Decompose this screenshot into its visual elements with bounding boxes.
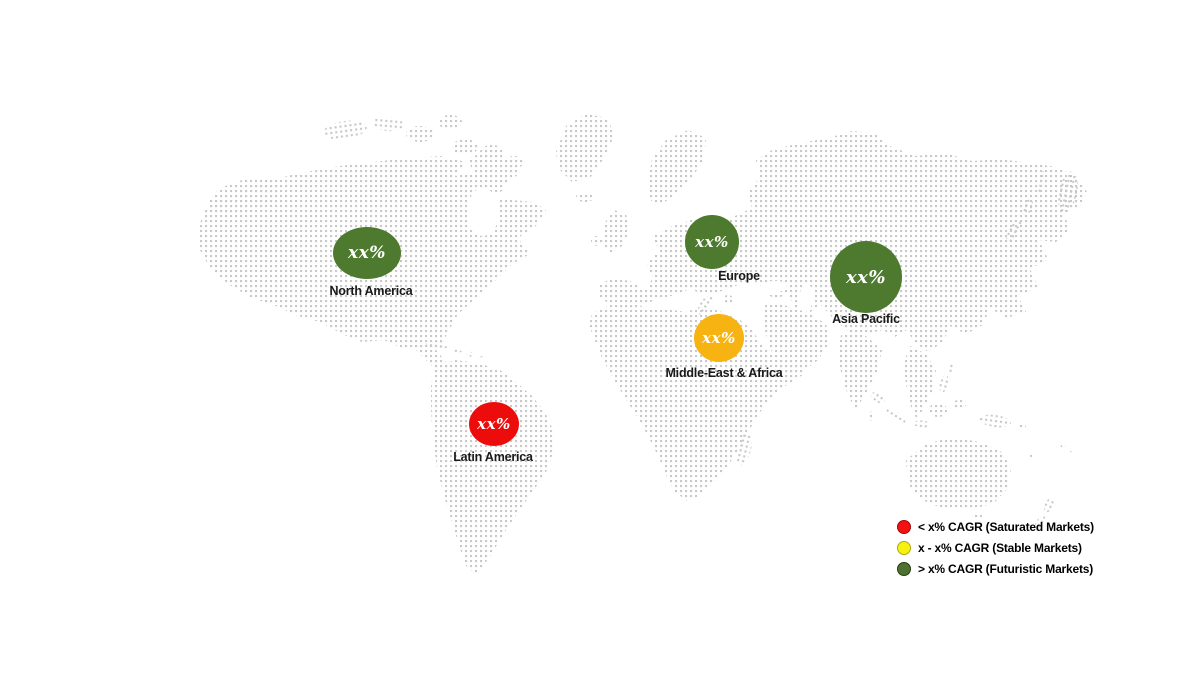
continent-europe (591, 130, 734, 315)
bubble-latin-america: xx% (469, 402, 519, 446)
bubble-europe: xx% (685, 215, 739, 269)
legend-label-saturated: < x% CAGR (Saturated Markets) (918, 520, 1094, 534)
region-label-middle-east-africa: Middle-East & Africa (665, 366, 783, 380)
bubble-asia-pacific: xx% (830, 241, 902, 313)
bubble-asia-pacific-value: xx% (845, 266, 887, 288)
legend-swatch-yellow-icon (897, 541, 911, 555)
region-label-north-america: North America (329, 284, 413, 298)
bubble-middle-east-africa: xx% (694, 314, 744, 362)
continent-asia (597, 131, 1087, 421)
bubble-latin-america-value: xx% (477, 415, 511, 433)
region-label-latin-america: Latin America (453, 450, 533, 464)
legend-label-futuristic: > x% CAGR (Futuristic Markets) (918, 562, 1094, 576)
inland-seas (467, 188, 814, 312)
legend-item-stable: x - x% CAGR (Stable Markets) (897, 541, 1094, 555)
bubble-middle-east-africa-value: xx% (702, 329, 736, 347)
region-label-asia-pacific: Asia Pacific (832, 312, 900, 326)
island-greenland (556, 114, 614, 202)
continent-australia (906, 437, 1072, 531)
legend-item-saturated: < x% CAGR (Saturated Markets) (897, 520, 1094, 534)
bubble-north-america: xx% (333, 227, 401, 279)
continent-south-america (431, 360, 554, 574)
legend: < x% CAGR (Saturated Markets) x - x% CAG… (897, 520, 1094, 583)
legend-label-stable: x - x% CAGR (Stable Markets) (918, 541, 1082, 555)
continent-africa (589, 305, 806, 501)
bubble-north-america-value: xx% (348, 243, 386, 263)
islands-southeast-asia (871, 362, 1026, 430)
legend-swatch-red-icon (897, 520, 911, 534)
bubble-europe-value: xx% (695, 233, 729, 251)
legend-swatch-green-icon (897, 562, 911, 576)
region-label-europe: Europe (718, 269, 760, 283)
legend-item-futuristic: > x% CAGR (Futuristic Markets) (897, 562, 1094, 576)
